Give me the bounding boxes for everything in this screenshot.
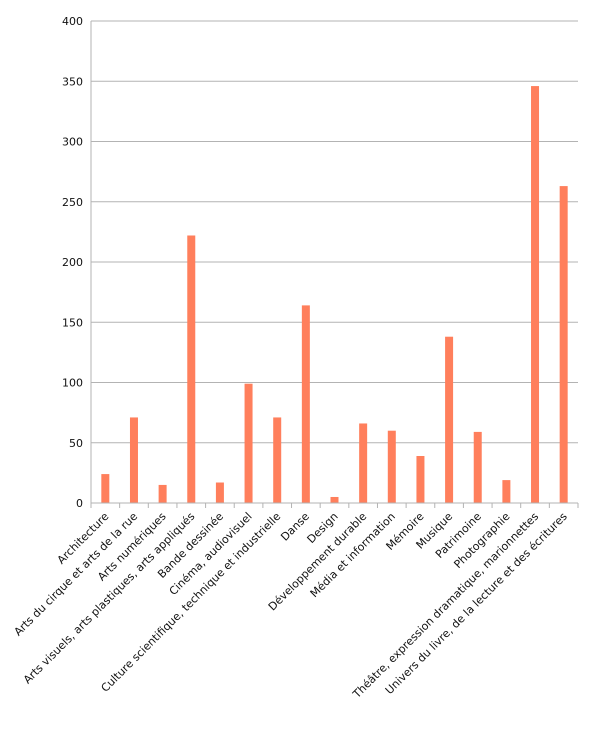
bar — [502, 480, 511, 503]
bar — [359, 423, 368, 503]
bar — [559, 186, 568, 503]
y-tick-label: 200 — [62, 256, 83, 269]
x-tick-label: Arts du cirque et arts de la rue — [11, 510, 140, 639]
bar — [387, 430, 396, 503]
bar — [129, 417, 138, 503]
bar — [473, 431, 482, 503]
y-tick-label: 400 — [62, 15, 83, 28]
bar — [215, 482, 224, 503]
bar — [101, 474, 110, 503]
y-tick-label: 0 — [76, 497, 83, 510]
bar — [416, 456, 425, 503]
y-tick-label: 300 — [62, 136, 83, 149]
bar — [330, 496, 339, 503]
bar — [187, 235, 196, 504]
y-tick-label: 50 — [69, 437, 83, 450]
bar — [531, 86, 540, 503]
bar — [158, 484, 167, 503]
bar — [445, 336, 454, 503]
bar — [273, 417, 282, 503]
bar — [301, 305, 310, 503]
bar — [244, 383, 253, 503]
y-tick-label: 100 — [62, 377, 83, 390]
axes — [90, 21, 579, 508]
y-tick-label: 350 — [62, 75, 83, 88]
y-tick-label: 250 — [62, 196, 83, 209]
bars — [101, 86, 568, 504]
gridlines — [91, 20, 578, 444]
y-tick-label: 150 — [62, 316, 83, 329]
y-tick-labels: 0 50 100 150 200 250 300 350 400 — [62, 15, 83, 510]
